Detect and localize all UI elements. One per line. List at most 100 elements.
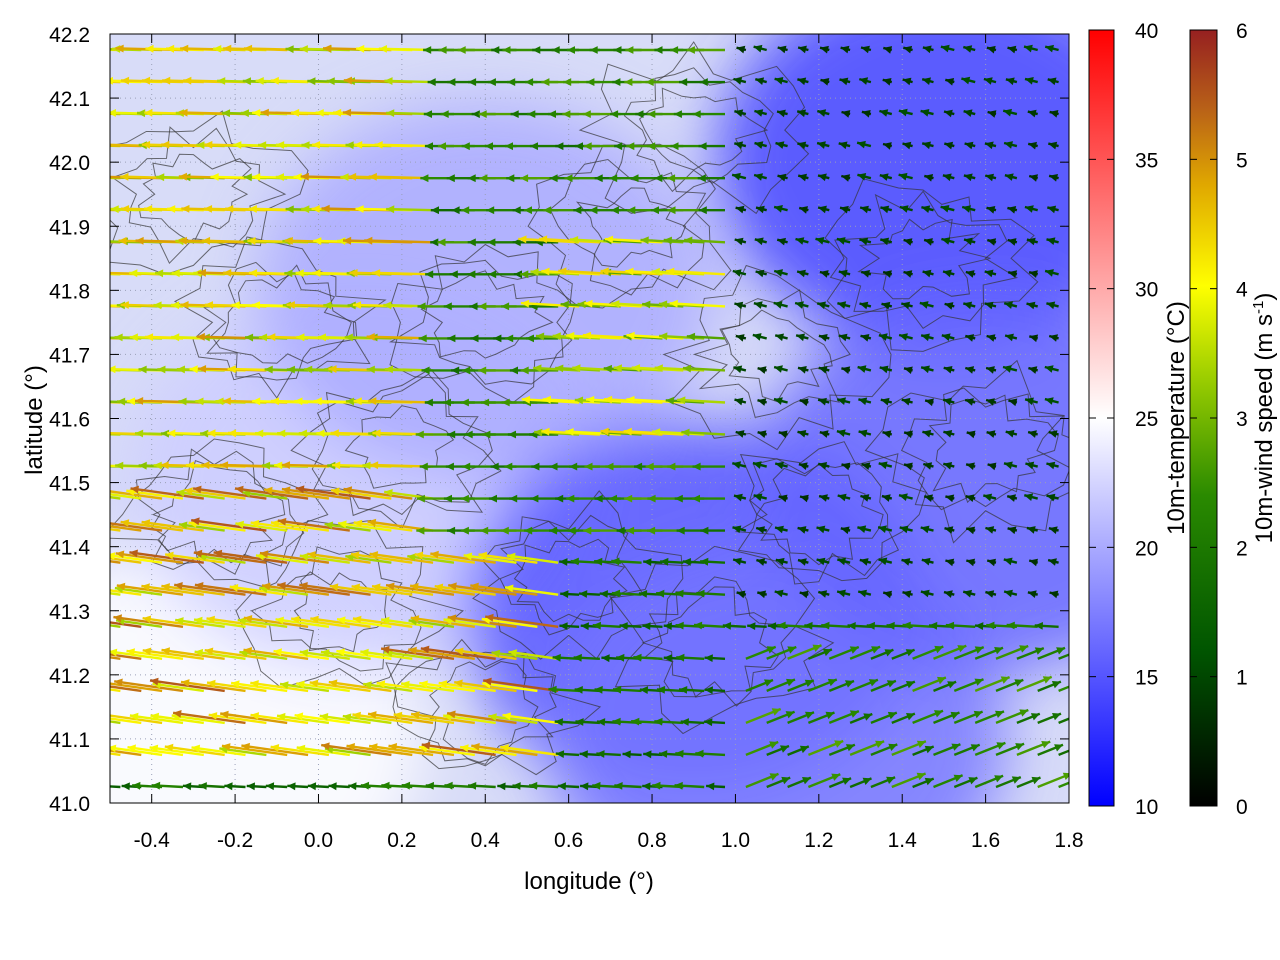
wind-vector [766, 645, 797, 660]
wind-vector [241, 742, 309, 757]
wind-vector [757, 398, 767, 406]
wind-vector [250, 519, 309, 532]
wind-vector [816, 525, 830, 534]
wind-vector [777, 173, 788, 182]
wind-vector [1049, 110, 1059, 118]
wind-vector [296, 744, 350, 757]
terrain-contour [864, 359, 1069, 544]
wind-vector [115, 550, 184, 564]
wind-vector [573, 653, 600, 662]
wind-vector [933, 711, 960, 725]
wind-vector [974, 710, 1005, 725]
wind-vector [922, 45, 934, 54]
wind-vector [110, 648, 163, 660]
wind-vector [787, 711, 815, 725]
wind-vector [1002, 365, 1018, 373]
wind-vector [766, 710, 796, 725]
wind-vector [940, 44, 955, 53]
wind-vector [903, 45, 913, 54]
wind-vector [376, 680, 434, 693]
wind-vector [836, 397, 851, 405]
wind-vector [230, 680, 288, 693]
wind-vector [1027, 590, 1038, 598]
wind-vector [596, 750, 621, 758]
wind-vector [1046, 301, 1059, 310]
temperature-colorbar-ticks: 10 15 20 25 30 35 40 [1089, 20, 1158, 819]
wind-vector [414, 551, 475, 564]
y-tick-label: 42.1 [49, 88, 90, 111]
wind-vector [704, 686, 726, 695]
wind-vector [774, 77, 788, 85]
wind-vector [838, 141, 851, 150]
wind-vector [457, 46, 496, 54]
colorbar-tick-label: 1 [1236, 667, 1248, 690]
wind-vector [194, 648, 246, 660]
wind-vector [700, 557, 726, 566]
wind-vector [470, 582, 538, 596]
wind-vector [174, 582, 246, 596]
wind-vector [564, 174, 600, 183]
wind-vector [797, 430, 809, 438]
wind-vector [733, 77, 747, 85]
wind-vector [838, 269, 851, 278]
wind-vector [299, 649, 350, 660]
wind-vector [410, 711, 475, 725]
wind-vector [798, 462, 809, 470]
terrain-contour [110, 110, 309, 276]
terrain-contour [235, 519, 465, 689]
wind-vector [1016, 712, 1041, 725]
wind-vector [448, 582, 517, 596]
wind-vector [1028, 558, 1039, 567]
wind-vector [920, 365, 934, 374]
wind-vector [857, 365, 872, 373]
wind-vector [698, 142, 725, 151]
wind-vector [891, 680, 916, 693]
wind-vector [817, 462, 830, 470]
wind-vector [986, 430, 997, 438]
wind-vector [324, 745, 371, 757]
wind-vector [1034, 622, 1059, 630]
wind-vector [857, 173, 872, 181]
wind-vector [277, 581, 350, 596]
wind-vector [410, 615, 475, 628]
wind-vector [733, 493, 747, 502]
wind-vector [265, 782, 288, 791]
wind-vector [965, 494, 976, 502]
wind-vector [986, 45, 997, 54]
wind-vector [836, 589, 851, 598]
wind-vector [1016, 740, 1051, 757]
wind-vector [921, 557, 934, 566]
wind-vector [986, 206, 997, 214]
wind-vector [963, 109, 976, 117]
wind-vector [548, 685, 580, 694]
wind-vector [336, 648, 392, 660]
wind-vector [555, 750, 580, 758]
terrain-contour [623, 67, 774, 193]
wind-vector [440, 110, 475, 118]
wind-vector [176, 489, 225, 500]
wind-vector [879, 109, 893, 117]
y-tick-label: 41.7 [49, 344, 90, 367]
wind-vector [612, 685, 642, 694]
wind-vector [221, 743, 288, 757]
wind-vector [425, 270, 454, 279]
wind-vector [1008, 398, 1018, 407]
x-tick-label: 0.6 [554, 829, 583, 852]
wind-vector [1048, 430, 1059, 438]
wind-vector [235, 520, 288, 532]
temperature-colorbar: 10 15 20 25 30 35 40 10m-temperature (°C) [1088, 20, 1190, 819]
wind-vector [732, 525, 747, 534]
wind-vector [529, 142, 559, 151]
wind-vector [1028, 270, 1038, 278]
x-tick-label: 0.8 [637, 829, 666, 852]
wind-vector [841, 462, 851, 471]
wind-vector [945, 78, 955, 86]
wind-vector [882, 142, 893, 150]
wind-vector [1037, 743, 1064, 757]
wind-vector [352, 615, 413, 628]
wind-vector [504, 584, 559, 596]
wind-vector [944, 302, 955, 310]
wind-vector [757, 366, 767, 374]
wind-vector [141, 519, 204, 532]
wind-vector [110, 653, 142, 660]
